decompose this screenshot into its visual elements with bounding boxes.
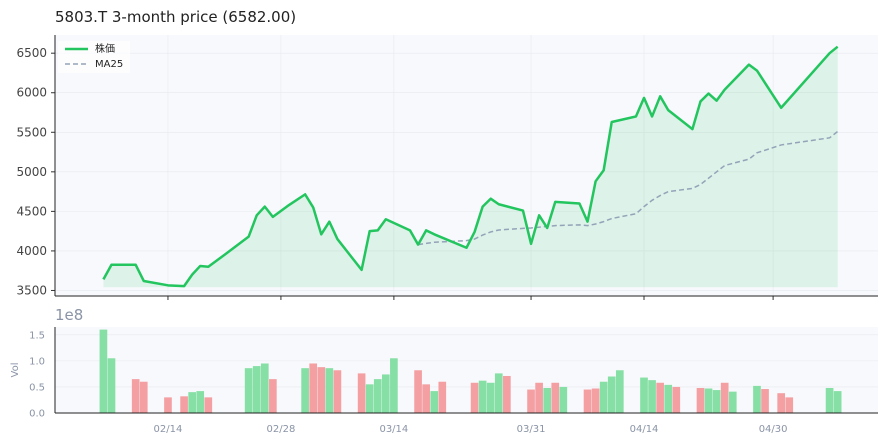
volume-bar: [551, 382, 560, 413]
volume-bar: [357, 373, 366, 413]
volume-bar: [591, 388, 600, 413]
price-panel: 3500 4000 4500 5000 5500 6000 6500: [16, 35, 878, 300]
legend: 株価 MA25: [58, 41, 130, 73]
volume-bar: [753, 385, 761, 413]
volume-bar: [728, 391, 737, 413]
volume-bar: [761, 389, 769, 413]
volume-bar: [244, 368, 253, 413]
volume-offset-label: 1e8: [55, 306, 83, 324]
price-ytick-label: 4500: [16, 204, 47, 218]
volume-bar: [301, 368, 309, 413]
volume-bar: [712, 390, 721, 413]
volume-bar: [317, 367, 326, 413]
volume-bar: [422, 384, 430, 413]
volume-bar: [252, 366, 261, 413]
volume-ytick-label: 1.5: [29, 330, 45, 341]
volume-bar: [486, 382, 495, 413]
price-area-fill: [103, 46, 838, 288]
volume-bar: [131, 379, 140, 413]
price-plot-area: [55, 35, 878, 296]
volume-bar: [438, 381, 447, 413]
volume-ytick-label: 0.5: [29, 382, 45, 393]
legend-ma-label: MA25: [95, 59, 123, 70]
volume-bar: [381, 374, 390, 413]
volume-bar: [478, 380, 487, 413]
volume-bar: [559, 386, 568, 413]
volume-bar: [543, 387, 552, 413]
volume-xtick-label: 02/14: [154, 424, 183, 435]
volume-bar: [99, 329, 108, 413]
volume-bar: [494, 373, 503, 413]
volume-xtick-label: 03/14: [379, 424, 408, 435]
legend-box: [58, 41, 130, 73]
volume-bar: [414, 370, 422, 413]
volume-bar: [704, 388, 713, 413]
volume-bar: [825, 387, 834, 413]
volume-bar: [648, 380, 656, 413]
volume-bar: [365, 384, 374, 413]
volume-bar: [309, 363, 318, 413]
volume-bar: [503, 375, 511, 413]
volume-ytick-label: 0.0: [29, 409, 45, 420]
volume-bar: [615, 370, 624, 413]
price-ytick-label: 4000: [16, 244, 47, 258]
volume-bar: [664, 384, 673, 413]
price-ytick-label: 6000: [16, 86, 47, 100]
volume-bar: [139, 381, 148, 413]
volume-bar: [720, 382, 729, 413]
volume-bar: [164, 397, 172, 413]
volume-bar: [785, 397, 794, 413]
volume-bar: [535, 382, 543, 413]
legend-price-label: 株価: [95, 42, 115, 55]
volume-bar: [583, 389, 592, 413]
price-line: [102, 45, 839, 288]
volume-bar: [470, 382, 479, 413]
price-ytick-label: 3500: [16, 283, 47, 297]
volume-bar: [188, 392, 196, 413]
volume-bar: [373, 379, 382, 413]
volume-bar: [269, 379, 277, 413]
volume-bar: [607, 376, 616, 413]
volume-bar: [430, 391, 439, 413]
volume-xtick-label: 02/28: [267, 424, 296, 435]
volume-bar: [640, 377, 648, 413]
volume-bar: [696, 387, 705, 413]
volume-bar: [777, 393, 786, 413]
price-ytick-label: 5500: [16, 125, 47, 139]
ma25-line: [417, 130, 839, 246]
volume-bar: [204, 397, 213, 413]
volume-bar: [527, 389, 535, 413]
volume-bar: [390, 358, 398, 413]
volume-panel: 0.0 0.5 1.0 1.5 02/14 02/28 03/14 03/31 04/14 04/…: [29, 327, 878, 435]
volume-bar: [333, 370, 342, 413]
volume-ytick-label: 1.0: [29, 356, 45, 367]
volume-bar: [599, 381, 608, 413]
volume-bar: [196, 391, 205, 413]
volume-xtick-label: 04/30: [759, 424, 788, 435]
price-ytick-label: 5000: [16, 165, 47, 179]
volume-bar: [833, 391, 842, 413]
volume-bar: [656, 382, 664, 413]
price-ytick-label: 6500: [16, 46, 47, 60]
volume-xtick-label: 04/14: [630, 424, 659, 435]
volume-bar: [672, 386, 681, 413]
volume-xtick-label: 03/31: [517, 424, 546, 435]
volume-bar: [260, 363, 269, 413]
volume-bar: [325, 368, 334, 413]
volume-bar: [107, 358, 116, 413]
volume-axis-label: Vol: [10, 363, 21, 378]
volume-bar: [180, 396, 188, 413]
chart-title: 5803.T 3-month price (6582.00): [55, 8, 296, 26]
